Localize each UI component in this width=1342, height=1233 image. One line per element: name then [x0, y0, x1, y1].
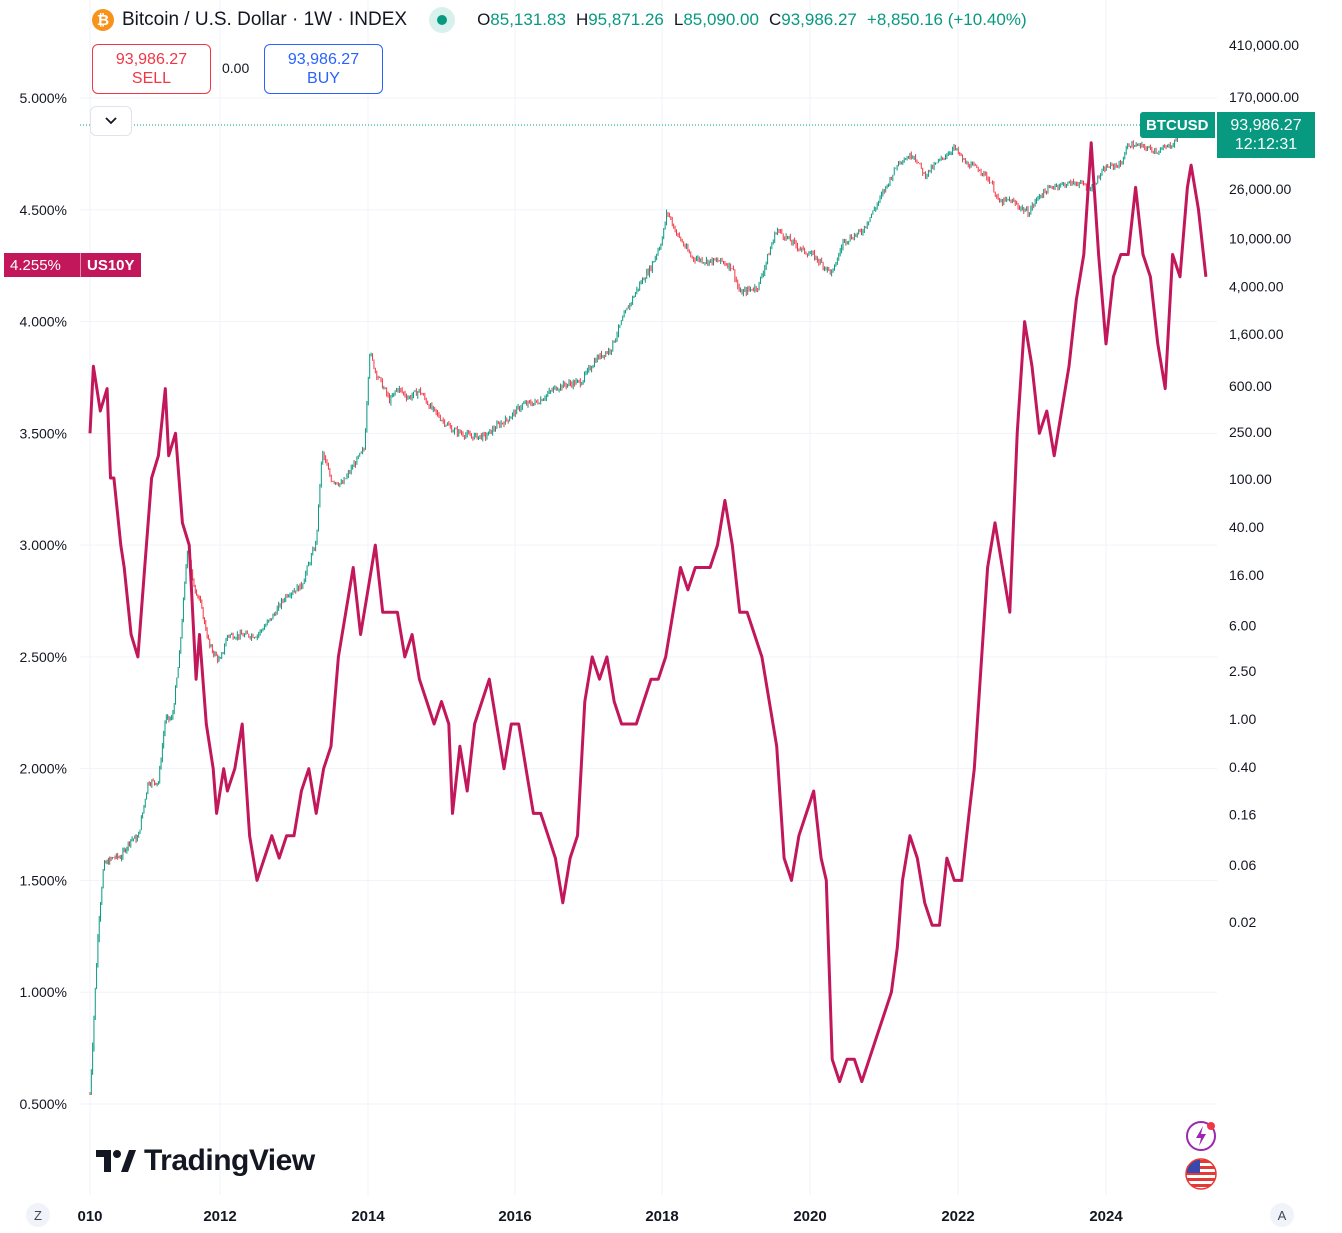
right-price-axis[interactable]: 410,000.00 170,000.00 26,000.00 10,000.00 4,…: [1229, 37, 1299, 930]
sell-label: SELL: [131, 70, 172, 87]
grid-lines: [80, 0, 1217, 1195]
btcusd-price: 93,986.27: [1230, 117, 1302, 134]
right-axis-tick-label: 0.16: [1229, 806, 1256, 822]
lightning-icon[interactable]: [1185, 1120, 1217, 1152]
right-axis-tick-label: 16.00: [1229, 567, 1264, 583]
right-axis-tick-label: 10,000.00: [1229, 231, 1291, 247]
us10y-value-label: 4.255%: [4, 253, 80, 277]
right-axis-tick-label: 0.06: [1229, 857, 1256, 873]
left-axis-tick-label: 2.500%: [20, 649, 67, 665]
open-value: 85,131.83: [490, 10, 566, 29]
btcusd-series: [89, 124, 1191, 1095]
right-axis-tick-label: 410,000.00: [1229, 37, 1299, 53]
right-axis-tick-label: 1.00: [1229, 711, 1256, 727]
left-axis-tick-label: 3.500%: [20, 425, 67, 441]
buy-price: 93,986.27: [287, 51, 360, 68]
tradingview-logo[interactable]: TradingView: [96, 1144, 315, 1178]
symbol-title[interactable]: Bitcoin / U.S. Dollar · 1W · INDEX: [122, 9, 408, 30]
auto-scale-button[interactable]: A: [1270, 1203, 1294, 1227]
right-axis-tick-label: 250.00: [1229, 424, 1272, 440]
us10y-name-label[interactable]: US10Y: [80, 253, 141, 277]
btcusd-price-label: 93,986.27 12:12:31: [1217, 112, 1315, 158]
ohlc-values: O 85,131.83 H 95,871.26 L 85,090.00 C 93,986…: [477, 10, 1027, 29]
buy-label: BUY: [307, 70, 340, 87]
buy-button[interactable]: 93,986.27 BUY: [264, 44, 383, 94]
time-axis[interactable]: 010 2012 2014 2016 2018 2020 2022 2024: [77, 1208, 1123, 1225]
chevron-down-icon: [105, 117, 117, 125]
time-axis-tick-label: 2024: [1089, 1208, 1123, 1225]
tradingview-logo-text: TradingView: [144, 1144, 315, 1177]
close-value: 93,986.27: [781, 10, 857, 29]
right-axis-tick-label: 100.00: [1229, 471, 1272, 487]
left-axis-tick-label: 2.000%: [20, 761, 67, 777]
us10y-series-line: [88, 141, 1208, 1084]
symbol-legend: ₿ Bitcoin / U.S. Dollar · 1W · INDEX O 85…: [92, 7, 1037, 33]
bitcoin-icon: ₿: [92, 9, 114, 31]
time-axis-tick-label: 2020: [793, 1208, 826, 1225]
left-axis-tick-label: 4.000%: [20, 314, 67, 330]
left-axis-tick-label: 3.000%: [20, 537, 67, 553]
left-axis-tick-label: 4.500%: [20, 202, 67, 218]
time-axis-tick-label: 2018: [645, 1208, 678, 1225]
left-axis-tick-label: 1.000%: [20, 984, 67, 1000]
right-axis-tick-label: 4,000.00: [1229, 278, 1284, 294]
low-value: 85,090.00: [683, 10, 759, 29]
left-axis-tick-label: 0.500%: [20, 1096, 67, 1112]
sell-button[interactable]: 93,986.27 SELL: [92, 44, 211, 94]
right-axis-tick-label: 600.00: [1229, 378, 1272, 394]
bar-countdown: 12:12:31: [1234, 136, 1298, 153]
time-axis-tick-label: 2016: [498, 1208, 531, 1225]
right-axis-tick-label: 0.02: [1229, 914, 1256, 930]
collapse-legend-button[interactable]: [90, 106, 132, 136]
change-value: +8,850.16 (+10.40%): [866, 10, 1027, 29]
time-axis-tick-label: 010: [77, 1208, 102, 1225]
btcusd-name-label[interactable]: BTCUSD: [1140, 112, 1215, 138]
sell-price: 93,986.27: [115, 51, 188, 68]
us-flag-icon[interactable]: [1185, 1158, 1217, 1190]
right-axis-tick-label: 170,000.00: [1229, 89, 1299, 105]
market-status-icon[interactable]: [429, 7, 456, 33]
left-price-axis[interactable]: 5.000% 4.500% 4.000% 3.500% 3.000% 2.500% 2.00…: [20, 90, 67, 1112]
spread-value: 0.00: [222, 60, 250, 76]
right-axis-tick-label: 1,600.00: [1229, 326, 1284, 342]
right-axis-tick-label: 2.50: [1229, 663, 1256, 679]
tradingview-logo-icon: [96, 1150, 136, 1172]
left-axis-tick-label: 1.500%: [20, 872, 67, 888]
high-value: 95,871.26: [588, 10, 664, 29]
right-axis-tick-label: 26,000.00: [1229, 181, 1291, 197]
right-axis-tick-label: 6.00: [1229, 618, 1256, 634]
time-axis-tick-label: 2012: [203, 1208, 236, 1225]
zoom-toggle-button[interactable]: Z: [26, 1203, 50, 1227]
time-axis-tick-label: 2022: [941, 1208, 974, 1225]
right-axis-tick-label: 0.40: [1229, 759, 1256, 775]
right-axis-tick-label: 40.00: [1229, 519, 1264, 535]
left-axis-tick-label: 5.000%: [20, 90, 67, 106]
time-axis-tick-label: 2014: [351, 1208, 385, 1225]
